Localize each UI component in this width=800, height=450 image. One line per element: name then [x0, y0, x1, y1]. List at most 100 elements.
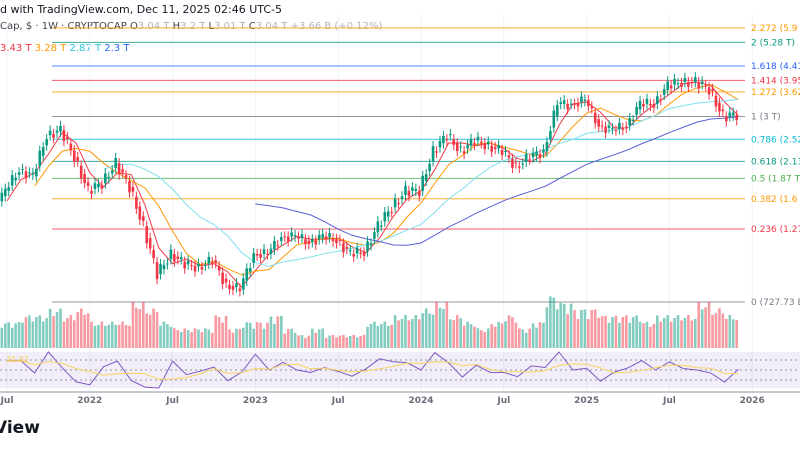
- candle: [72, 150, 76, 162]
- volume-bar: [7, 322, 11, 348]
- volume-bar: [141, 301, 145, 348]
- candle: [100, 185, 104, 189]
- volume-bar: [583, 309, 587, 348]
- candle: [687, 82, 690, 87]
- volume-bar: [580, 310, 583, 348]
- volume-bar: [390, 324, 393, 348]
- volume-bar: [593, 309, 597, 348]
- x-tick-label: Jul: [662, 396, 676, 406]
- volume-bar: [535, 327, 538, 348]
- volume-bar: [497, 321, 500, 348]
- change-value: +3.66 B (+0.12%): [290, 21, 383, 32]
- volume-bar: [355, 337, 359, 348]
- candle: [286, 236, 290, 242]
- volume-bar: [59, 308, 62, 348]
- symbol-info[interactable]: Cap, $ · 1W · CRYPTOCAP: [0, 21, 127, 32]
- fib-level-label: 2.272 (5.9 T): [751, 24, 800, 34]
- volume-bar: [511, 317, 514, 348]
- volume-bar: [3, 323, 7, 348]
- volume-bar: [631, 317, 635, 348]
- candle: [721, 109, 725, 112]
- candle: [587, 100, 590, 107]
- candle: [725, 116, 728, 122]
- candle: [52, 133, 55, 138]
- candle: [304, 239, 307, 245]
- volume-bar: [693, 318, 697, 348]
- volume-bar: [635, 315, 638, 348]
- close-label: C: [248, 21, 256, 32]
- candle: [566, 103, 569, 109]
- candle: [518, 166, 521, 168]
- volume-bar: [235, 328, 238, 348]
- candle: [7, 187, 11, 191]
- volume-bar: [124, 324, 128, 348]
- candle: [300, 234, 304, 238]
- candle: [90, 190, 93, 194]
- volume-bar: [169, 326, 173, 348]
- volume-bar: [200, 332, 204, 348]
- candle: [200, 267, 204, 270]
- volume-bar: [711, 314, 714, 348]
- candle: [393, 198, 397, 208]
- candle: [69, 143, 73, 151]
- candle: [483, 143, 487, 150]
- volume-bar: [259, 322, 262, 348]
- candle: [238, 288, 242, 292]
- volume-bar: [107, 324, 111, 348]
- candle: [314, 240, 318, 245]
- volume-bar: [345, 337, 349, 348]
- candle: [597, 119, 600, 127]
- x-tick-label: Jul: [496, 396, 510, 406]
- candle: [604, 126, 607, 133]
- candle: [428, 163, 431, 172]
- volume-bar: [424, 308, 428, 348]
- volume-bar: [597, 317, 600, 348]
- candle: [173, 253, 176, 262]
- candle: [507, 155, 511, 158]
- volume-bar: [197, 329, 200, 348]
- candle: [369, 243, 373, 246]
- volume-bar: [549, 296, 552, 348]
- candle: [66, 136, 69, 139]
- candle: [183, 261, 186, 269]
- volume-bar: [445, 301, 449, 348]
- volume-bar: [690, 320, 694, 348]
- candle: [97, 183, 100, 188]
- fib-level-label: 1.618 (4.41 T): [751, 62, 800, 72]
- volume-bar: [238, 329, 242, 348]
- candle: [338, 239, 342, 241]
- candle: [169, 249, 173, 260]
- volume-bar: [93, 325, 97, 348]
- candle: [21, 169, 24, 171]
- candle: [45, 139, 48, 146]
- candle: [538, 154, 542, 159]
- volume-bar: [86, 313, 90, 348]
- candle: [659, 99, 663, 101]
- volume-bar: [628, 322, 632, 348]
- volume-bar: [455, 315, 459, 348]
- candle: [317, 234, 321, 240]
- volume-bar: [700, 309, 704, 348]
- candle: [590, 106, 594, 109]
- candle: [555, 104, 559, 116]
- open-value: 3.04 T: [137, 21, 170, 32]
- candle: [728, 112, 732, 117]
- fib-level-label: 0.382 (1.6 T): [751, 195, 800, 205]
- volume-bar: [193, 328, 197, 348]
- candle: [342, 243, 345, 253]
- volume-bar: [476, 328, 480, 348]
- volume-bar: [286, 329, 290, 348]
- volume-bar: [221, 322, 224, 348]
- volume-bar: [166, 324, 169, 348]
- candle: [455, 143, 459, 152]
- x-tick-label: 2023: [243, 396, 268, 406]
- candle: [469, 138, 473, 146]
- candle: [141, 216, 145, 222]
- candle: [652, 103, 656, 108]
- candle: [380, 225, 383, 227]
- candle: [366, 241, 369, 252]
- candle: [607, 125, 611, 128]
- candle: [614, 130, 618, 132]
- candle: [490, 145, 494, 152]
